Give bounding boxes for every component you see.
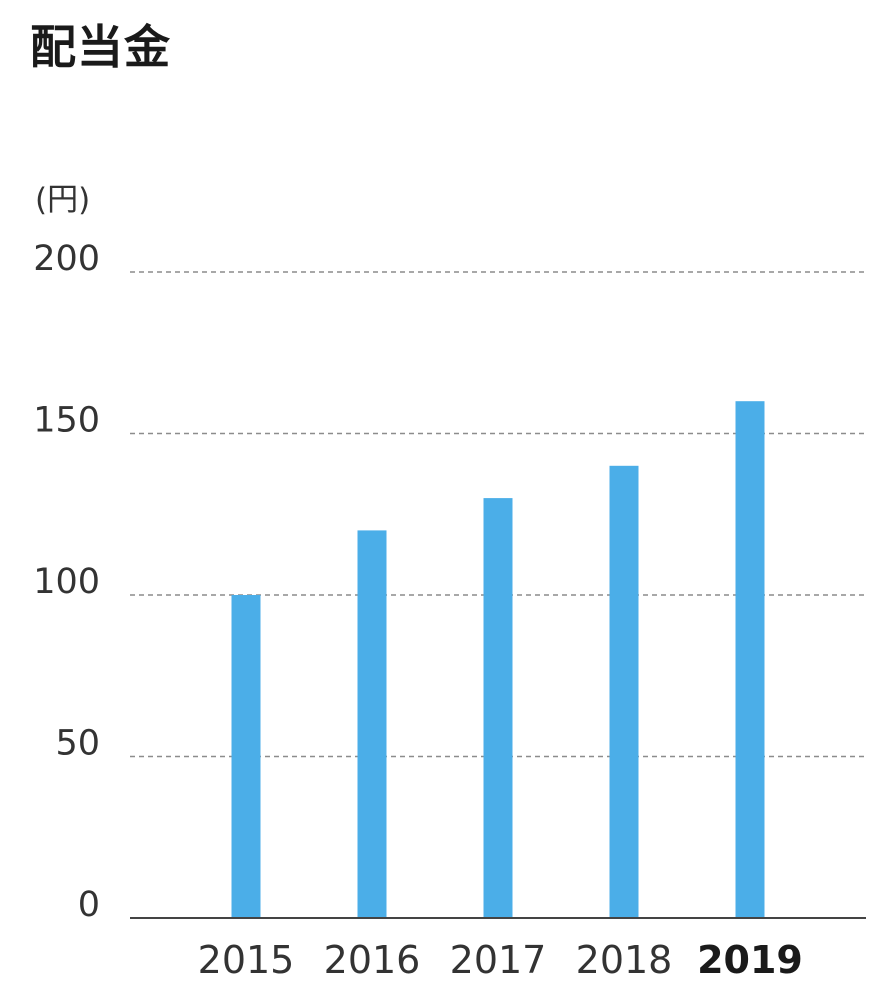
x-tick-label-2018: 2018 — [576, 938, 673, 982]
y-tick-label-150: 150 — [33, 401, 100, 441]
x-tick-label-2019: 2019 — [697, 938, 803, 982]
chart-title: 配当金 — [30, 20, 171, 74]
bar-2019 — [735, 401, 765, 918]
x-tick-label-2015: 2015 — [198, 938, 295, 982]
x-tick-label-2016: 2016 — [324, 938, 421, 982]
y-tick-label-200: 200 — [33, 239, 100, 279]
y-axis-unit-label: (円) — [35, 182, 91, 218]
y-tick-label-50: 50 — [55, 724, 100, 764]
y-tick-label-0: 0 — [78, 885, 100, 925]
y-tick-label-100: 100 — [33, 562, 100, 602]
bar-2017 — [483, 498, 513, 918]
bar-2018 — [609, 465, 639, 918]
x-tick-label-2017: 2017 — [450, 938, 547, 982]
bar-2016 — [357, 530, 387, 918]
bar-2015 — [231, 595, 261, 918]
